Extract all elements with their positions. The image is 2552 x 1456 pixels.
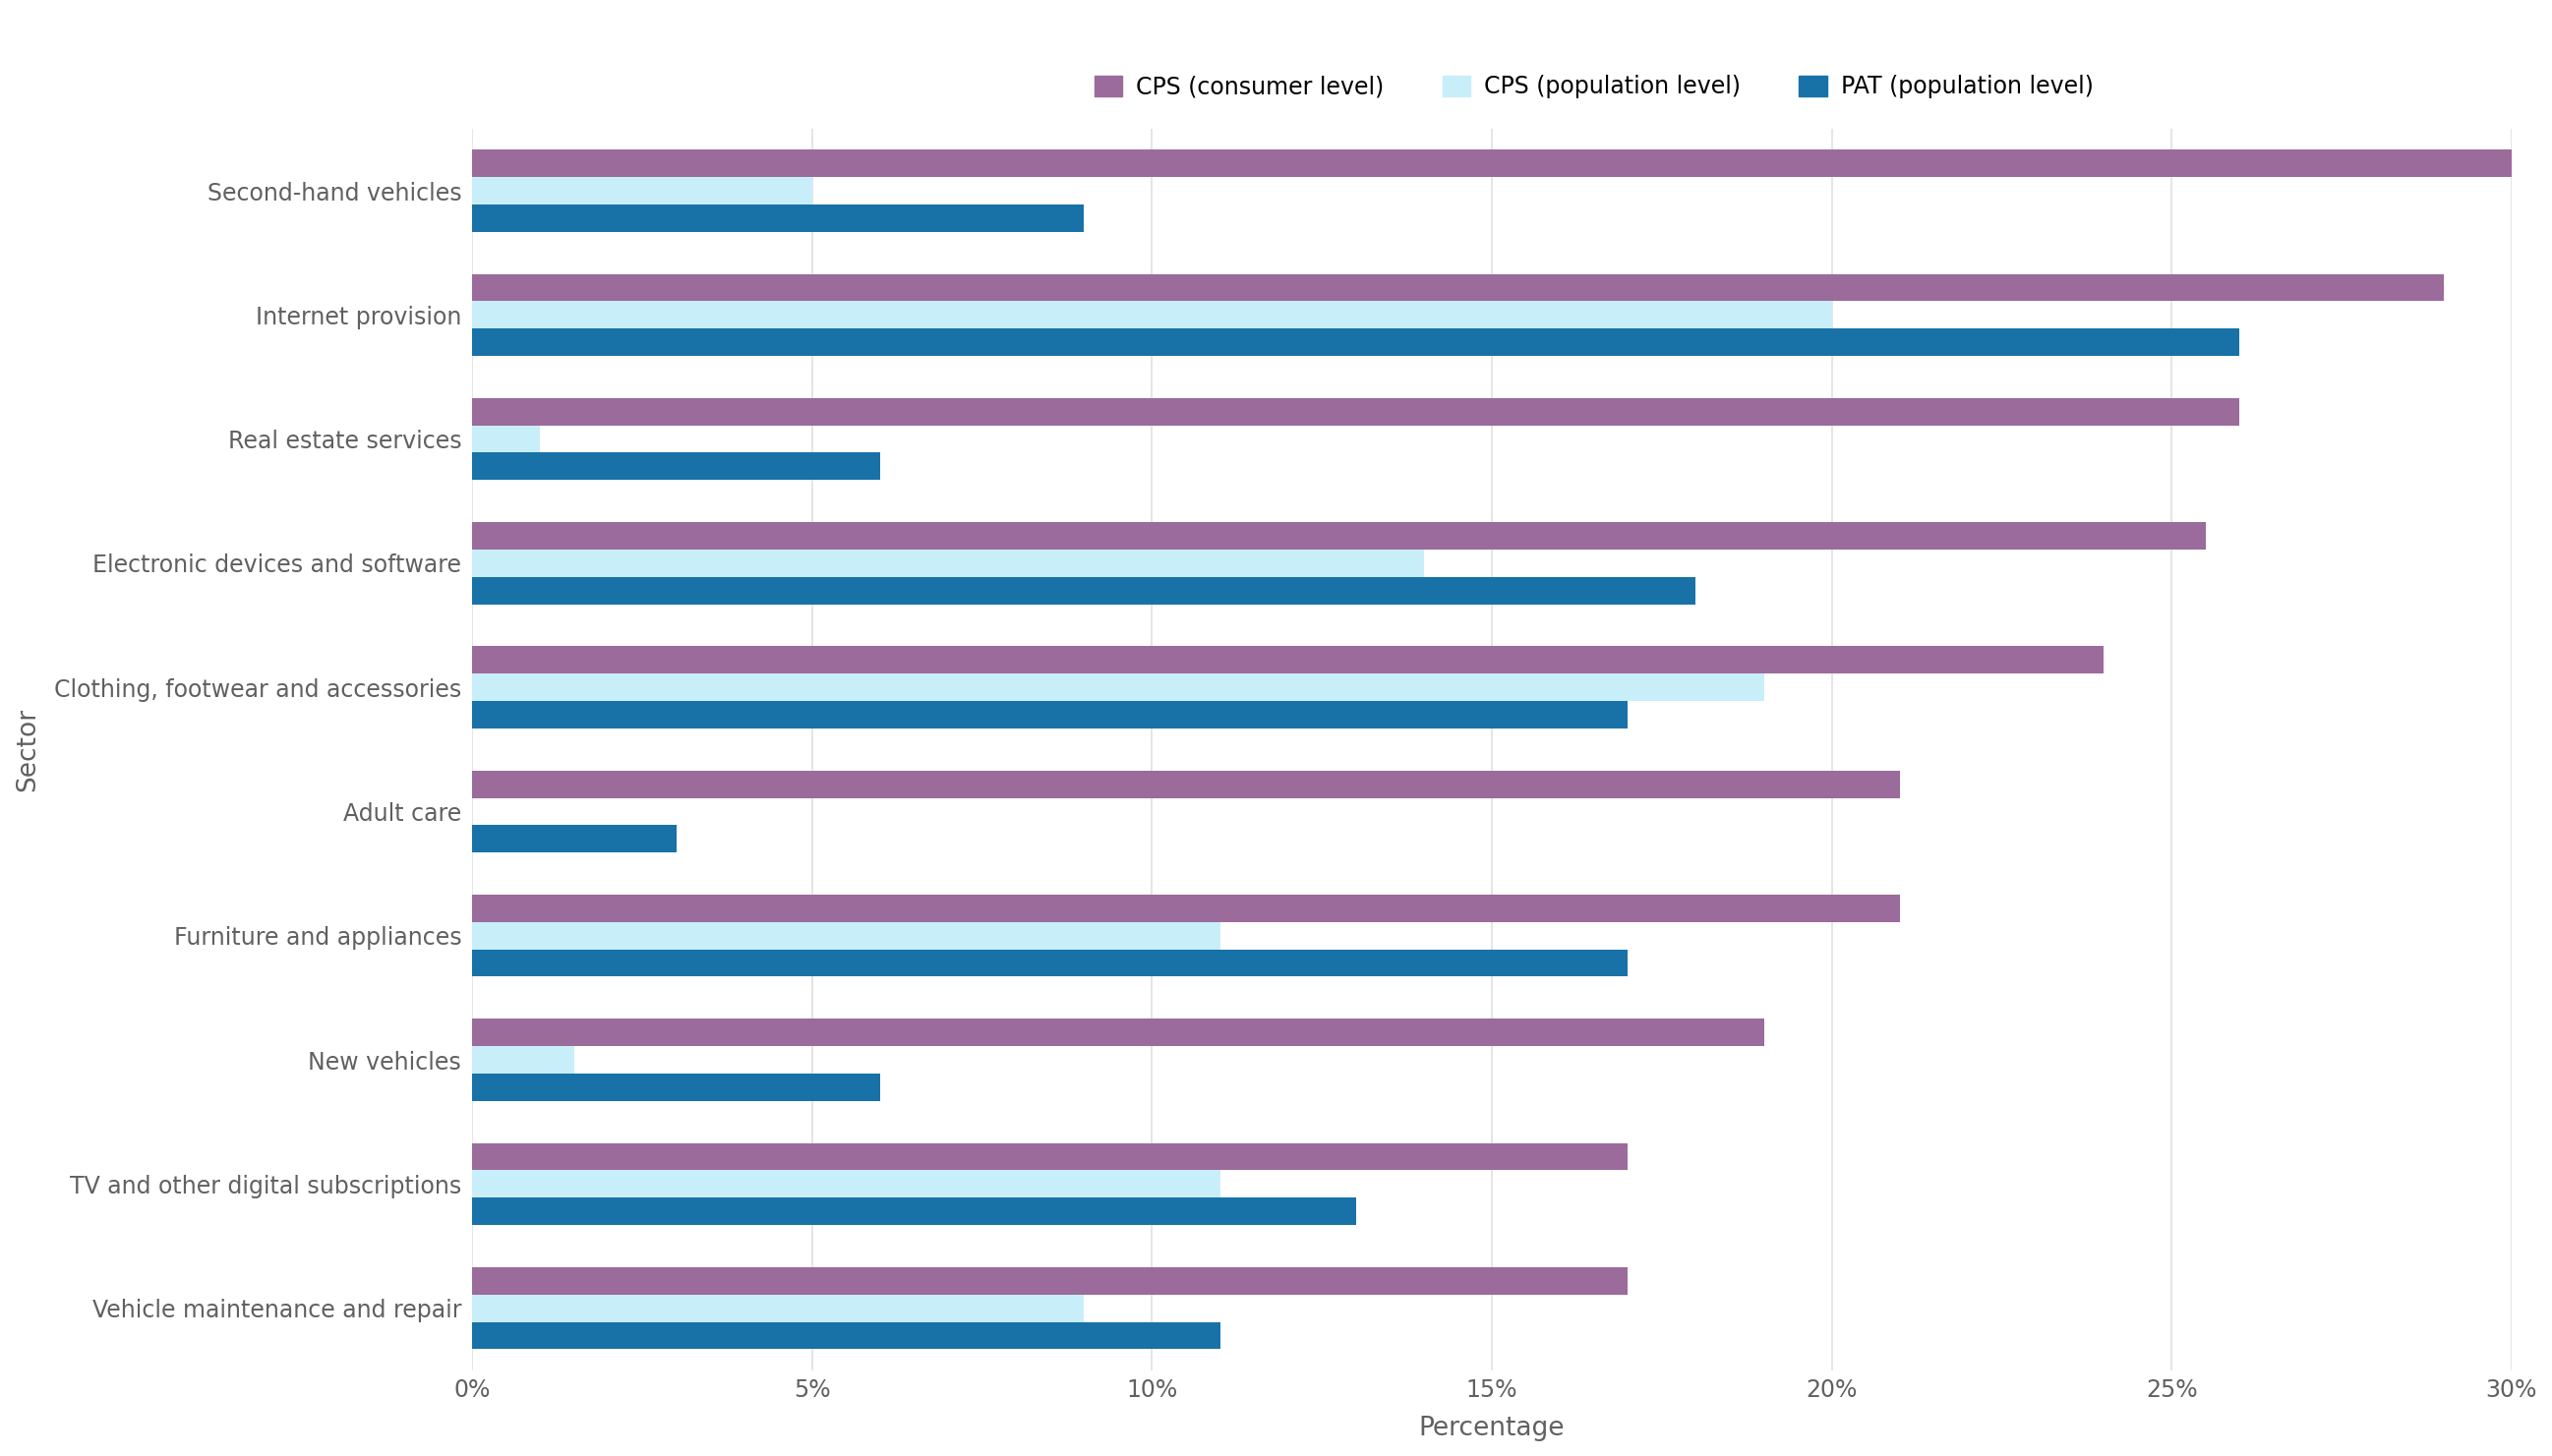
Bar — [472, 1322, 1220, 1350]
Bar — [472, 1198, 1355, 1224]
Bar — [472, 922, 1220, 949]
Bar — [472, 150, 2511, 178]
Bar — [472, 1267, 1628, 1294]
Bar — [472, 178, 812, 204]
Bar — [472, 674, 1763, 700]
Bar — [472, 949, 1628, 977]
Bar — [472, 1294, 1085, 1322]
Bar — [472, 1171, 1220, 1198]
X-axis label: Percentage: Percentage — [1419, 1415, 1564, 1441]
Bar — [472, 700, 1628, 728]
Bar — [472, 274, 2442, 301]
Bar — [472, 523, 2205, 549]
Y-axis label: Sector: Sector — [15, 708, 41, 791]
Bar — [472, 826, 676, 853]
Bar — [472, 1047, 574, 1073]
Bar — [472, 301, 1832, 329]
Bar — [472, 1143, 1628, 1171]
Bar — [472, 549, 1424, 577]
Bar — [472, 425, 541, 453]
Bar — [472, 646, 2103, 674]
Legend: CPS (consumer level), CPS (population level), PAT (population level): CPS (consumer level), CPS (population le… — [1085, 66, 2103, 108]
Bar — [472, 895, 1899, 922]
Bar — [472, 577, 1697, 604]
Bar — [472, 329, 2241, 355]
Bar — [472, 204, 1085, 232]
Bar — [472, 770, 1899, 798]
Bar — [472, 1019, 1763, 1047]
Bar — [472, 453, 880, 480]
Bar — [472, 1073, 880, 1101]
Bar — [472, 397, 2241, 425]
